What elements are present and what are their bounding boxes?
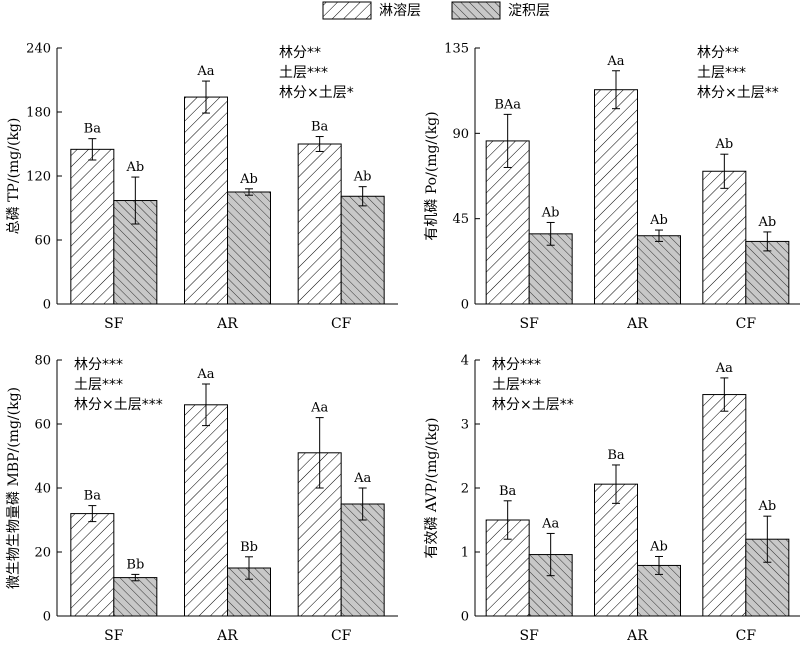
data-label: Ab <box>239 172 258 187</box>
data-label: Aa <box>310 401 328 416</box>
significance-annotation: 林分*** <box>492 357 541 373</box>
bar <box>340 503 385 617</box>
y-tick-label: 240 <box>26 42 51 57</box>
legend-label-illuv: 淀积层 <box>508 3 550 19</box>
bar <box>702 170 747 305</box>
significance-annotation: 土层*** <box>697 65 746 81</box>
y-tick-label: 80 <box>34 354 51 369</box>
chart-panel-3: 0 20 40 60 80 微生物生物量磷 MBP/(mg/(kg) Ba Bb SF Aa Bb A… <box>6 354 398 644</box>
y-tick-label: 120 <box>26 170 51 185</box>
significance-annotation: 林分×土层** <box>697 85 779 101</box>
y-tick-label: 0 <box>43 298 51 313</box>
legend-label-leach: 淋溶层 <box>379 3 421 19</box>
y-tick-label: 4 <box>461 354 469 369</box>
y-tick-label: 60 <box>34 234 51 249</box>
bar <box>340 195 385 305</box>
bar <box>70 148 115 305</box>
data-label: Ab <box>649 213 668 228</box>
data-label: Ba <box>499 484 517 499</box>
data-label: Aa <box>541 516 559 531</box>
bar <box>113 577 158 617</box>
bar <box>594 89 638 305</box>
bar <box>594 483 638 617</box>
y-tick-label: 40 <box>34 482 51 497</box>
significance-annotation: 林分** <box>697 45 739 61</box>
chart-panel-4: 0 1 2 3 4 有效磷 AVP/(mg/(kg) Ba Aa SF Ba Ab AR Aa Ab CF 林… <box>424 354 800 644</box>
chart-panel-1: 0 60 120 180 240 总磷 TP/(mg/(kg) Ba Ab SF Aa Ab AR Ba… <box>6 42 398 332</box>
bar <box>70 513 115 617</box>
bar <box>637 235 681 305</box>
data-label: Ab <box>757 215 776 230</box>
y-tick-label: 0 <box>461 298 469 313</box>
x-tick-label: SF <box>520 628 540 644</box>
bar <box>745 240 790 305</box>
x-tick-label: SF <box>520 316 540 332</box>
y-axis-label: 总磷 TP/(mg/(kg) <box>6 118 22 235</box>
y-tick-label: 60 <box>34 418 51 433</box>
data-label: Ba <box>311 120 329 135</box>
y-tick-label: 2 <box>461 482 469 497</box>
bar <box>184 404 228 617</box>
y-tick-label: 3 <box>461 418 469 433</box>
data-label: Aa <box>196 64 214 79</box>
chart-panel-2: 0 45 90 135 有机磷 Po/(mg/(kg) BAa Ab SF Aa Ab AR Ab Ab… <box>424 42 800 332</box>
data-label: Aa <box>715 361 733 376</box>
legend-swatch-illuv <box>451 1 501 20</box>
x-tick-label: CF <box>331 628 352 644</box>
x-tick-label: CF <box>331 316 352 332</box>
data-label: Ab <box>714 137 733 152</box>
y-tick-label: 135 <box>444 42 469 57</box>
y-tick-label: 0 <box>461 610 469 625</box>
data-label: Ab <box>541 205 560 220</box>
bar <box>485 140 530 305</box>
significance-annotation: 林分×土层** <box>492 397 574 413</box>
legend: 淋溶层 淀积层 <box>322 1 550 20</box>
x-tick-label: AR <box>216 628 238 644</box>
y-tick-label: 90 <box>452 127 469 142</box>
x-tick-label: AR <box>216 316 238 332</box>
data-label: Ba <box>84 489 102 504</box>
bar <box>702 394 747 617</box>
x-tick-label: AR <box>626 628 648 644</box>
x-tick-label: SF <box>104 628 124 644</box>
data-label: Aa <box>606 54 624 69</box>
y-tick-label: 1 <box>461 546 469 561</box>
y-axis-label: 微生物生物量磷 MBP/(mg/(kg) <box>6 387 22 589</box>
data-label: BAa <box>494 97 521 112</box>
data-label: Ab <box>353 170 372 185</box>
data-label: Ab <box>649 539 668 554</box>
significance-annotation: 林分×土层*** <box>74 397 163 413</box>
legend-swatch-leach <box>322 1 372 20</box>
data-label: Ab <box>757 499 776 514</box>
data-label: Ba <box>607 448 625 463</box>
x-tick-label: AR <box>626 316 648 332</box>
data-label: Bb <box>240 540 258 555</box>
significance-annotation: 土层*** <box>74 377 123 393</box>
y-tick-label: 0 <box>43 610 51 625</box>
data-label: Ab <box>125 160 144 175</box>
significance-annotation: 土层*** <box>279 65 328 81</box>
data-label: Bb <box>126 557 144 572</box>
y-axis-label: 有效磷 AVP/(mg/(kg) <box>424 418 440 559</box>
y-tick-label: 180 <box>26 106 51 121</box>
y-tick-label: 45 <box>452 212 469 227</box>
x-tick-label: SF <box>104 316 124 332</box>
significance-annotation: 林分*** <box>74 357 123 373</box>
y-axis-label: 有机磷 Po/(mg/(kg) <box>424 111 440 240</box>
significance-annotation: 林分×土层* <box>279 85 354 101</box>
x-tick-label: CF <box>736 628 757 644</box>
data-label: Aa <box>353 471 371 486</box>
significance-annotation: 土层*** <box>492 377 541 393</box>
bar <box>297 143 342 305</box>
data-label: Ba <box>84 122 102 137</box>
x-tick-label: CF <box>736 316 757 332</box>
data-label: Aa <box>196 367 214 382</box>
bar <box>184 96 228 305</box>
significance-annotation: 林分** <box>279 45 321 61</box>
y-tick-label: 20 <box>34 546 51 561</box>
bar <box>227 191 271 305</box>
